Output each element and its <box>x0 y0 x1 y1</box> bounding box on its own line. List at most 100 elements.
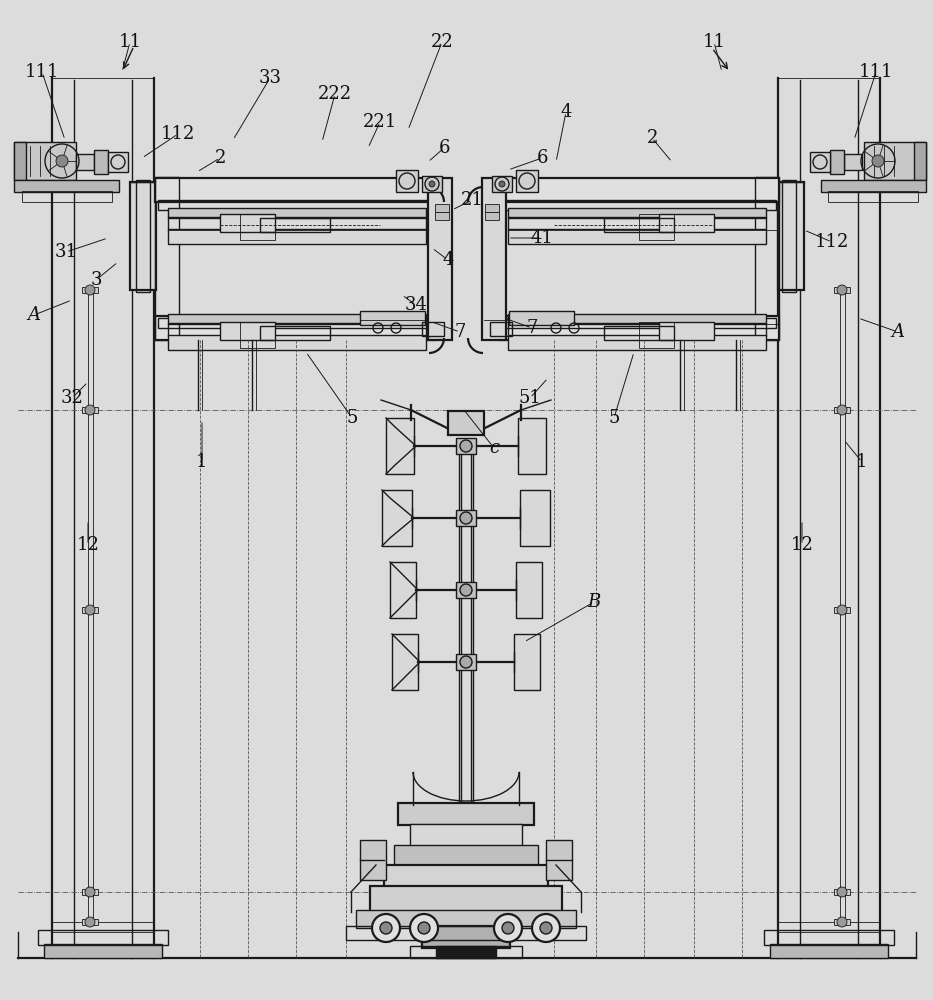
Text: 2: 2 <box>215 149 226 167</box>
Bar <box>14 142 76 180</box>
Bar <box>604 326 674 340</box>
Bar <box>508 217 766 230</box>
Circle shape <box>837 605 847 615</box>
Text: A: A <box>27 306 40 324</box>
Bar <box>168 323 426 336</box>
Bar <box>516 170 538 192</box>
Bar <box>360 840 386 880</box>
Bar <box>828 191 918 202</box>
Bar <box>240 322 275 348</box>
Text: 111: 111 <box>858 63 893 81</box>
Bar <box>508 229 766 244</box>
Bar <box>422 926 510 948</box>
Text: 1: 1 <box>856 453 868 471</box>
Bar <box>384 865 548 888</box>
Text: 32: 32 <box>61 389 83 407</box>
Bar <box>76 154 94 170</box>
Circle shape <box>872 155 884 167</box>
Text: 21: 21 <box>461 191 483 209</box>
Bar <box>370 886 562 912</box>
Text: 111: 111 <box>25 63 60 81</box>
Circle shape <box>540 922 552 934</box>
Bar <box>394 845 538 867</box>
Circle shape <box>837 917 847 927</box>
Bar <box>770 944 888 958</box>
Text: B: B <box>588 593 601 611</box>
Text: 3: 3 <box>91 271 102 289</box>
Circle shape <box>85 887 95 897</box>
Bar <box>14 142 26 180</box>
Bar <box>456 438 476 454</box>
Bar <box>422 322 444 336</box>
Text: 41: 41 <box>531 229 553 247</box>
Bar <box>516 562 542 618</box>
Bar <box>428 178 452 340</box>
Bar <box>821 180 926 192</box>
Text: 7: 7 <box>526 319 537 337</box>
Circle shape <box>837 405 847 415</box>
Bar <box>158 318 432 328</box>
Text: 4: 4 <box>561 103 572 121</box>
Bar <box>508 323 766 336</box>
Circle shape <box>85 285 95 295</box>
Bar <box>82 407 98 413</box>
Bar <box>508 314 766 324</box>
Bar <box>386 418 414 474</box>
Bar <box>94 150 108 174</box>
Bar <box>398 803 534 825</box>
Bar <box>490 322 512 336</box>
Bar <box>155 316 435 340</box>
Bar <box>659 322 714 340</box>
Bar <box>155 177 179 340</box>
Bar <box>834 889 850 895</box>
Bar <box>492 176 512 192</box>
Bar <box>390 562 416 618</box>
Circle shape <box>85 917 95 927</box>
Circle shape <box>418 922 430 934</box>
Bar <box>260 326 330 340</box>
Bar <box>459 445 473 805</box>
Circle shape <box>532 914 560 942</box>
Bar <box>260 218 330 232</box>
Text: 11: 11 <box>118 33 142 51</box>
Bar <box>604 218 674 232</box>
Bar <box>14 180 119 192</box>
Bar <box>830 150 844 174</box>
Bar <box>82 889 98 895</box>
Bar <box>514 634 540 690</box>
Text: 7: 7 <box>454 323 466 341</box>
Bar <box>136 180 150 292</box>
Bar <box>168 335 426 350</box>
Bar <box>392 634 418 690</box>
Text: c: c <box>489 439 499 457</box>
Text: 11: 11 <box>703 33 726 51</box>
Bar <box>485 204 499 212</box>
Bar <box>44 944 162 958</box>
Circle shape <box>460 440 472 452</box>
Circle shape <box>429 181 435 187</box>
Bar <box>38 930 168 945</box>
Bar <box>386 418 414 474</box>
Bar <box>82 287 98 293</box>
Bar <box>356 910 576 928</box>
Circle shape <box>499 181 505 187</box>
Bar <box>520 490 550 546</box>
Bar <box>509 311 574 325</box>
Text: 221: 221 <box>363 113 397 131</box>
Bar <box>639 214 674 240</box>
Bar <box>108 152 128 172</box>
Bar <box>546 840 572 880</box>
Bar <box>82 919 98 925</box>
Bar <box>22 191 112 202</box>
Bar <box>518 418 546 474</box>
Bar <box>422 176 442 192</box>
Bar <box>485 212 499 220</box>
Bar <box>168 217 426 230</box>
Bar <box>502 318 776 328</box>
Bar <box>435 212 449 220</box>
Text: 22: 22 <box>431 33 453 51</box>
Circle shape <box>410 914 438 942</box>
Text: 2: 2 <box>647 129 658 147</box>
Text: 1: 1 <box>196 453 208 471</box>
Bar <box>220 214 275 232</box>
